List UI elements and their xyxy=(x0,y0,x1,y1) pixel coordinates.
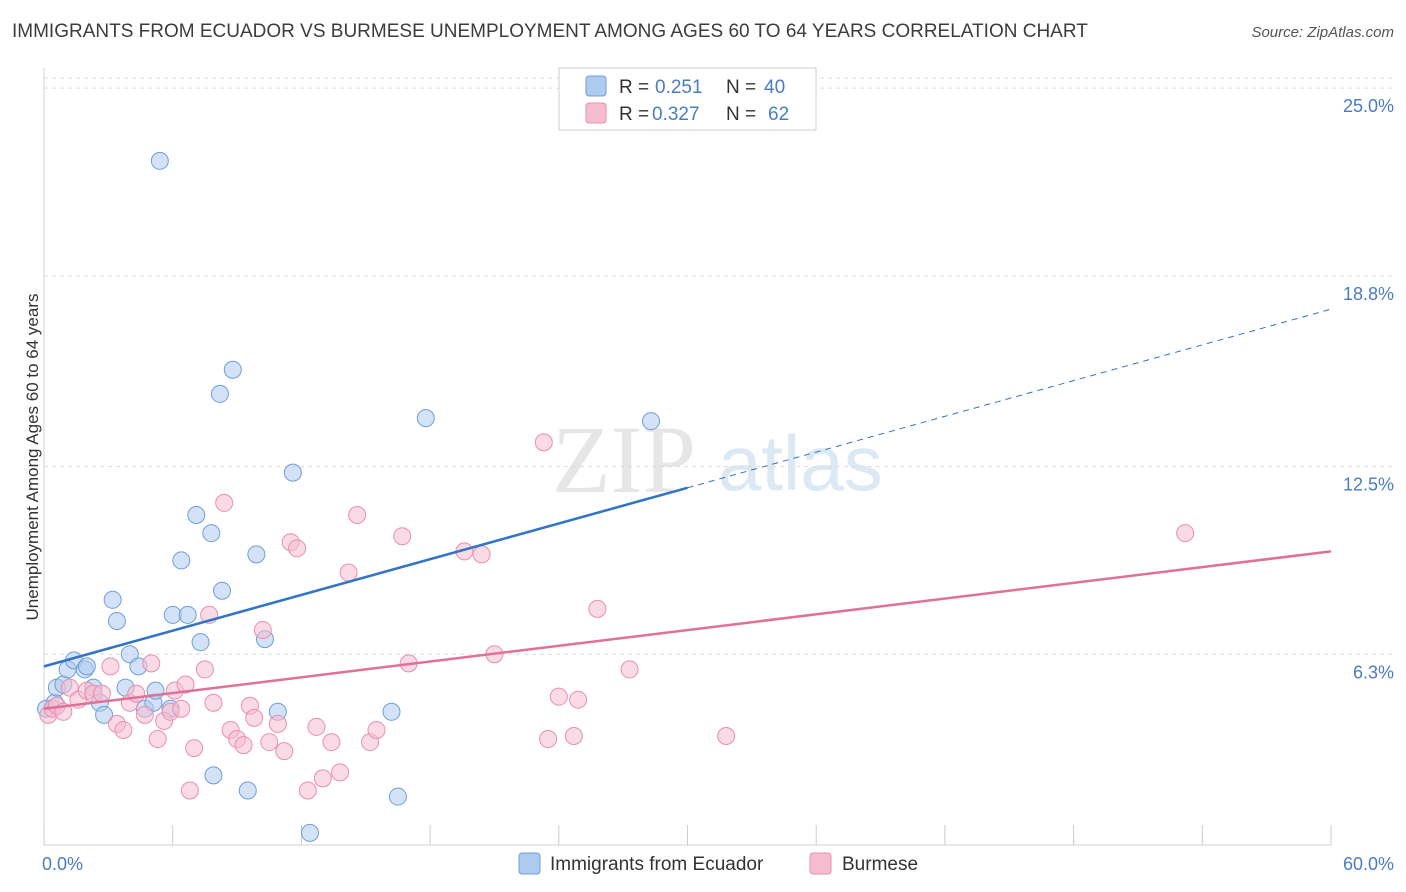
data-point xyxy=(172,551,191,570)
data-point xyxy=(103,590,122,609)
data-point xyxy=(191,633,210,652)
legend-r-label-2: R = xyxy=(619,104,649,125)
data-point xyxy=(142,654,161,673)
watermark-zip: ZIP xyxy=(552,406,696,513)
data-point xyxy=(215,493,234,512)
data-point xyxy=(135,705,154,724)
legend-swatch-pink xyxy=(585,102,607,124)
data-point xyxy=(534,433,553,452)
data-point xyxy=(268,714,287,733)
data-point xyxy=(283,463,302,482)
data-point xyxy=(247,545,266,564)
data-point xyxy=(101,657,120,676)
data-point xyxy=(307,717,326,736)
bottom-legend: Immigrants from Ecuador Burmese xyxy=(518,852,918,875)
legend-swatch-blue xyxy=(585,75,607,97)
data-point xyxy=(107,611,126,630)
data-point xyxy=(588,599,607,618)
data-point xyxy=(388,787,407,806)
data-point xyxy=(114,720,133,739)
data-point xyxy=(204,693,223,712)
data-point xyxy=(195,660,214,679)
data-point xyxy=(223,360,242,379)
data-point xyxy=(717,727,736,746)
data-point xyxy=(549,687,568,706)
data-point xyxy=(339,563,358,582)
legend-n-label-2: N = xyxy=(726,104,756,125)
chart-title: IMMIGRANTS FROM ECUADOR VS BURMESE UNEMP… xyxy=(12,21,1088,42)
y-tick-label: 6.3% xyxy=(1353,662,1394,682)
data-point xyxy=(210,384,229,403)
data-point xyxy=(1176,524,1195,543)
data-point xyxy=(472,545,491,564)
data-point xyxy=(148,730,167,749)
data-point xyxy=(564,727,583,746)
data-point xyxy=(322,733,341,752)
data-point xyxy=(275,742,294,761)
bottom-legend-swatch-pink xyxy=(809,852,832,875)
data-point xyxy=(92,684,111,703)
source-label: Source: ZipAtlas.com xyxy=(1251,24,1394,41)
data-point xyxy=(172,699,191,718)
data-point xyxy=(260,733,279,752)
data-point xyxy=(234,736,253,755)
data-point xyxy=(620,660,639,679)
data-point xyxy=(213,581,232,600)
data-point xyxy=(245,708,264,727)
watermark-atlas: atlas xyxy=(718,419,883,507)
x-tick-label-max: 60.0% xyxy=(1343,854,1394,874)
data-point xyxy=(348,506,367,525)
legend-n-value-1: 40 xyxy=(764,77,785,98)
data-point xyxy=(539,730,558,749)
data-point xyxy=(298,781,317,800)
data-point xyxy=(95,705,114,724)
legend-r-value-2: 0.327 xyxy=(652,104,700,125)
legend-n-value-2: 62 xyxy=(768,104,789,125)
data-point xyxy=(187,506,206,525)
data-point xyxy=(127,684,146,703)
y-tick-label: 25.0% xyxy=(1343,96,1394,116)
trend-line-burmese xyxy=(43,550,1332,711)
data-point xyxy=(253,621,272,640)
data-point xyxy=(204,766,223,785)
data-point xyxy=(416,409,435,428)
data-point xyxy=(163,605,182,624)
data-point xyxy=(202,524,221,543)
data-point xyxy=(185,739,204,758)
data-point xyxy=(393,527,412,546)
y-tick-label: 12.5% xyxy=(1343,475,1394,495)
trend-line-ecuador xyxy=(43,486,688,668)
bottom-legend-label-ecuador: Immigrants from Ecuador xyxy=(550,854,764,875)
legend: R = 0.251 N = 40 R = 0.327 N = 62 xyxy=(558,67,817,131)
data-point xyxy=(300,823,319,842)
data-point xyxy=(313,769,332,788)
data-point xyxy=(382,702,401,721)
legend-n-label-1: N = xyxy=(726,77,756,98)
bottom-legend-swatch-blue xyxy=(518,852,541,875)
bottom-legend-label-burmese: Burmese xyxy=(842,854,918,875)
legend-r-label-1: R = xyxy=(619,77,649,98)
x-tick-label-min: 0.0% xyxy=(42,854,83,874)
data-point xyxy=(180,781,199,800)
y-tick-label: 18.8% xyxy=(1343,284,1394,304)
y-axis-label: Unemployment Among Ages 60 to 64 years xyxy=(23,294,42,621)
data-point xyxy=(238,781,257,800)
data-point xyxy=(642,412,661,431)
data-point xyxy=(178,605,197,624)
data-point xyxy=(569,690,588,709)
data-point xyxy=(288,539,307,558)
data-point xyxy=(77,657,96,676)
data-point xyxy=(367,720,386,739)
data-point xyxy=(150,151,169,170)
data-point xyxy=(331,763,350,782)
trend-line-ecuador-extension xyxy=(687,308,1332,489)
legend-r-value-1: 0.251 xyxy=(655,77,703,98)
data-point xyxy=(176,675,195,694)
